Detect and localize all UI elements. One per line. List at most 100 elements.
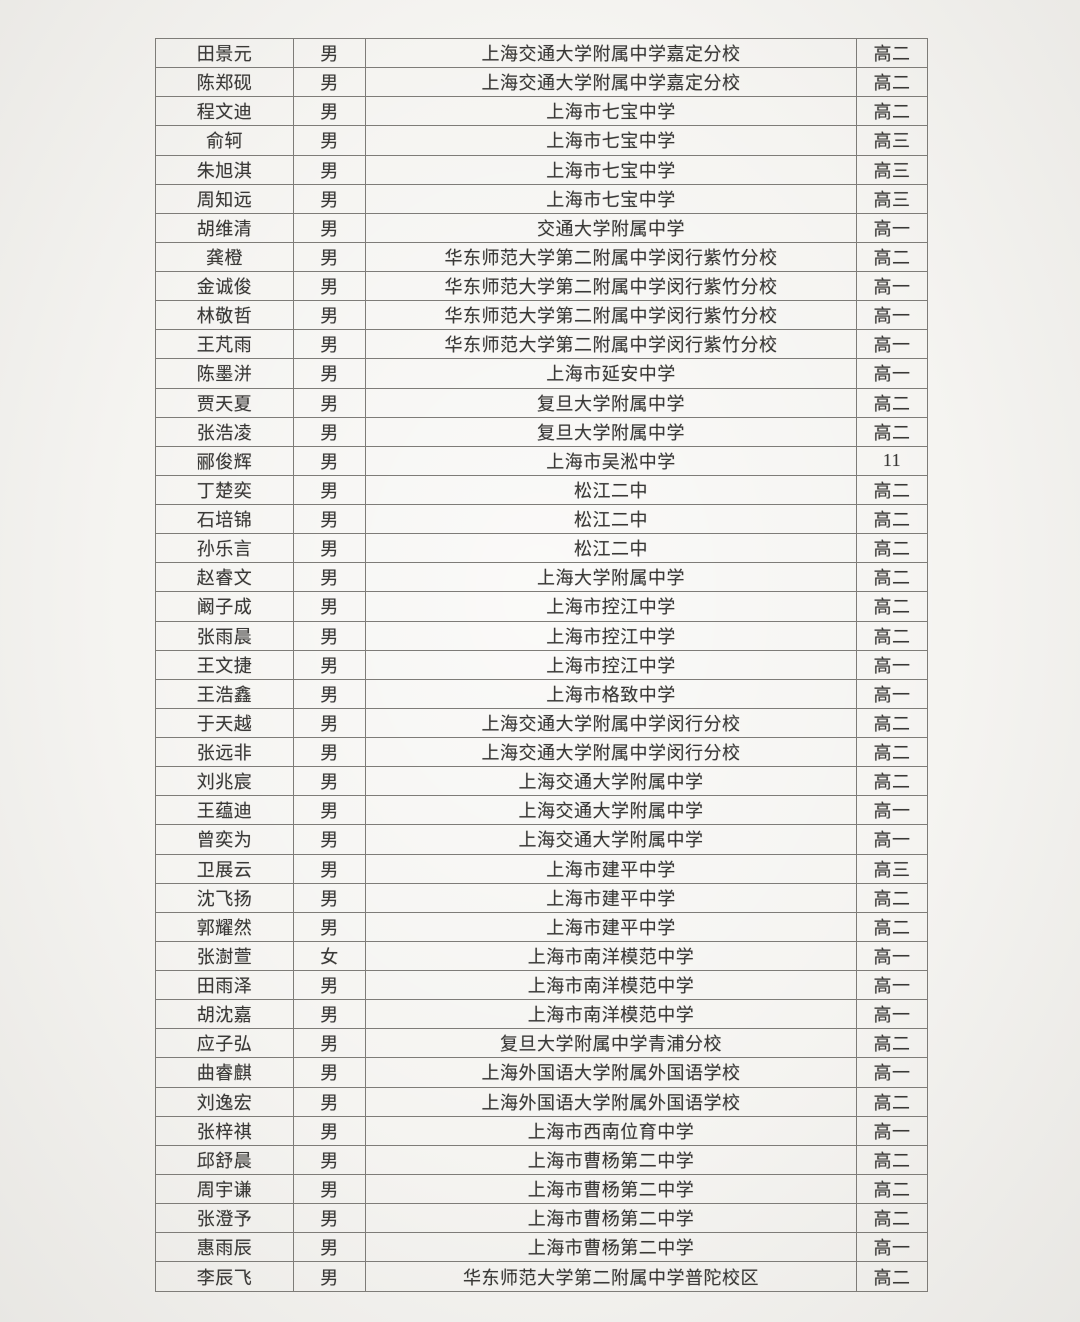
cell-grade: 高二 <box>856 591 928 622</box>
cell-gender: 男 <box>293 678 366 709</box>
cell-school: 华东师范大学第二附属中学普陀校区 <box>365 1261 857 1292</box>
cell-name: 王蕴迪 <box>155 795 294 826</box>
roster-table-body: 田景元男上海交通大学附属中学嘉定分校 高二 陈郑砚男上海交通大学附属中学嘉定分校 高二… <box>155 37 928 1292</box>
cell-school: 上海外国语大学附属外国语学校 <box>365 1057 857 1088</box>
cell-grade: 高一 <box>856 969 928 1001</box>
cell-name: 丁楚奕 <box>155 474 294 506</box>
cell-grade: 高一 <box>856 940 928 972</box>
table-row: 张梓祺男上海市西南位育中学 高一 <box>155 1115 928 1146</box>
cell-school: 上海交通大学附属中学 <box>365 795 857 826</box>
cell-name: 程文迪 <box>155 96 294 127</box>
cell-grade: 高二 <box>856 1173 928 1205</box>
cell-school: 上海市曹杨第二中学 <box>365 1232 857 1263</box>
cell-school: 上海市曹杨第二中学 <box>365 1144 857 1175</box>
cell-grade: 高二 <box>856 96 928 127</box>
cell-gender: 男 <box>293 445 366 476</box>
cell-grade: 高三 <box>856 853 928 884</box>
cell-name: 张梓祺 <box>155 1115 294 1146</box>
cell-school: 复旦大学附属中学 <box>365 387 857 418</box>
cell-grade: 高二 <box>856 766 928 797</box>
cell-school: 复旦大学附属中学 <box>365 416 857 447</box>
cell-grade: 高二 <box>856 387 928 418</box>
cell-name: 石培锦 <box>155 503 294 535</box>
cell-grade: 高一 <box>856 358 928 389</box>
cell-name: 田景元 <box>155 37 294 69</box>
table-row: 孙乐言男松江二中 高二 <box>155 533 928 564</box>
cell-gender: 男 <box>293 96 366 127</box>
cell-gender: 男 <box>293 1028 366 1059</box>
table-row: 王蕴迪男上海交通大学附属中学 高一 <box>155 795 928 826</box>
cell-school: 松江二中 <box>365 503 857 535</box>
cell-school: 上海市七宝中学 <box>365 96 857 127</box>
cell-name: 沈飞扬 <box>155 882 294 913</box>
cell-gender: 男 <box>293 882 366 913</box>
cell-gender: 男 <box>293 562 366 593</box>
cell-gender: 男 <box>293 766 366 797</box>
cell-name: 张澄予 <box>155 1202 294 1234</box>
cell-grade: 高二 <box>856 241 928 273</box>
cell-name: 王浩鑫 <box>155 678 294 709</box>
cell-school: 上海大学附属中学 <box>365 562 857 593</box>
table-row: 李辰飞男华东师范大学第二附属中学普陀校区 高二 <box>155 1261 928 1292</box>
cell-gender: 男 <box>293 736 366 768</box>
cell-gender: 男 <box>293 911 366 942</box>
table-row: 邱舒晨男上海市曹杨第二中学 高二 <box>155 1144 928 1175</box>
table-row: 周宇谦男上海市曹杨第二中学 高二 <box>155 1173 928 1205</box>
cell-grade: 高二 <box>856 503 928 535</box>
cell-school: 上海市建平中学 <box>365 911 857 942</box>
table-row: 胡维清男交通大学附属中学 高一 <box>155 212 928 243</box>
cell-school: 上海市控江中学 <box>365 649 857 680</box>
cell-gender: 男 <box>293 474 366 506</box>
cell-grade: 高一 <box>856 1115 928 1146</box>
table-row: 张浩凌男复旦大学附属中学 高二 <box>155 416 928 447</box>
cell-grade: 高二 <box>856 533 928 564</box>
table-row: 陈郑砚男上海交通大学附属中学嘉定分校 高二 <box>155 67 928 98</box>
cell-gender: 男 <box>293 300 366 331</box>
table-row: 曾奕为男上海交通大学附属中学 高一 <box>155 824 928 855</box>
cell-school: 上海交通大学附属中学 <box>365 824 857 855</box>
table-row: 金诚俊男华东师范大学第二附属中学闵行紫竹分校 高一 <box>155 270 928 302</box>
cell-gender: 男 <box>293 241 366 273</box>
table-row: 刘兆宸男上海交通大学附属中学 高二 <box>155 766 928 797</box>
table-row: 林敬哲男华东师范大学第二附属中学闵行紫竹分校 高一 <box>155 300 928 331</box>
cell-grade: 高二 <box>856 37 928 69</box>
table-row: 王文捷男上海市控江中学 高一 <box>155 649 928 680</box>
cell-name: 郦俊辉 <box>155 445 294 476</box>
cell-gender: 男 <box>293 1086 366 1117</box>
cell-grade: 高三 <box>856 125 928 156</box>
cell-grade: 高二 <box>856 474 928 506</box>
cell-grade: 高一 <box>856 824 928 855</box>
cell-gender: 男 <box>293 1057 366 1088</box>
table-row: 丁楚奕男松江二中 高二 <box>155 474 928 506</box>
cell-school: 上海交通大学附属中学嘉定分校 <box>365 67 857 98</box>
cell-gender: 男 <box>293 620 366 651</box>
cell-gender: 男 <box>293 183 366 214</box>
table-row: 龚橙男华东师范大学第二附属中学闵行紫竹分校 高二 <box>155 241 928 273</box>
cell-school: 华东师范大学第二附属中学闵行紫竹分校 <box>365 300 857 331</box>
cell-gender: 男 <box>293 358 366 389</box>
table-row: 田雨泽男上海市南洋模范中学 高一 <box>155 969 928 1001</box>
cell-name: 李辰飞 <box>155 1261 294 1292</box>
cell-gender: 男 <box>293 387 366 418</box>
cell-gender: 男 <box>293 824 366 855</box>
cell-school: 上海市延安中学 <box>365 358 857 389</box>
cell-gender: 男 <box>293 1173 366 1205</box>
cell-name: 贾天夏 <box>155 387 294 418</box>
cell-grade: 高一 <box>856 300 928 331</box>
cell-gender: 男 <box>293 707 366 739</box>
table-row: 石培锦男松江二中 高二 <box>155 503 928 535</box>
cell-school: 上海市建平中学 <box>365 882 857 913</box>
cell-grade: 高二 <box>856 1202 928 1234</box>
table-row: 阚子成男上海市控江中学 高二 <box>155 591 928 622</box>
cell-school: 上海市格致中学 <box>365 678 857 709</box>
cell-gender: 男 <box>293 1202 366 1234</box>
cell-grade: 高一 <box>856 212 928 243</box>
cell-gender: 男 <box>293 37 366 69</box>
cell-name: 邱舒晨 <box>155 1144 294 1175</box>
table-row: 朱旭淇男上海市七宝中学 高三 <box>155 154 928 185</box>
cell-name: 张雨晨 <box>155 620 294 651</box>
cell-name: 刘兆宸 <box>155 766 294 797</box>
table-row: 于天越男上海交通大学附属中学闵行分校 高二 <box>155 707 928 739</box>
table-row: 陈墨洴男上海市延安中学 高一 <box>155 358 928 389</box>
cell-name: 于天越 <box>155 707 294 739</box>
